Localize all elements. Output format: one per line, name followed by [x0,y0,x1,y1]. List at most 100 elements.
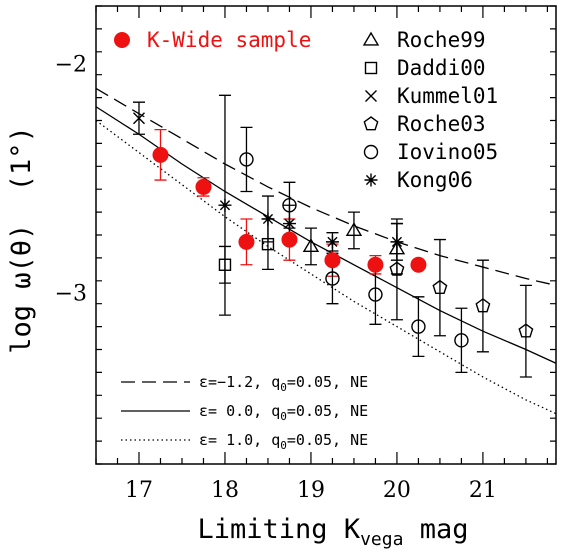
data-point-roche99-1-shape [345,222,363,237]
model-legend: ε=−1.2, q0=0.05, NEε= 0.0, q0=0.05, NEε=… [121,373,368,452]
model-q-sub: 0 [280,381,287,394]
data-point-iovino05-1 [282,198,297,213]
data-point-k-wide-sample-1-shape [195,178,212,195]
data-point-roche03-3 [518,323,534,338]
model-legend-dashed: ε=−1.2, q0=0.05, NE [121,373,368,394]
legend-marker-k-wide [114,32,130,48]
axis-tick-labels: 17 18 19 20 21 −2 −3 [55,52,497,503]
legend-marker-daddi00 [364,61,378,75]
plot-frame [95,5,557,465]
marker-legend: K-Wide sample Roche99 Daddi00 Kummel01 Roche… [114,28,498,192]
model-legend-label-dashed: ε=−1.2, q0=0.05, NE [199,373,368,394]
data-point-kong06-1-shape [261,212,275,226]
data-point-kong06-4-shape [390,235,404,249]
data-point-roche03-1-shape [432,279,448,295]
data-point-kong06-1 [261,212,275,226]
legend-marker-roche03-shape [363,116,379,131]
legend-entry-iovino05: Iovino05 [363,140,498,164]
x-axis-label: Limiting Kvega mag [198,514,469,550]
data-point-k-wide-sample-0 [152,146,169,163]
data-point-k-wide-sample-0-shape [152,146,169,163]
error-bar-line [240,126,253,193]
data-point-k-wide-sample-2 [238,233,255,250]
data-point-k-wide-sample-5-shape [367,256,384,273]
data-point-kong06-0-shape [218,198,232,212]
legend-entry-daddi00: Daddi00 [364,56,486,80]
data-point-iovino05-4 [411,319,426,334]
data-point-k-wide-sample-4 [324,252,341,269]
model-q: q [271,373,280,391]
legend-marker-kummel01 [365,90,377,102]
x-axis-label-sub: vega [360,529,403,550]
x-tick-label: 17 [125,478,153,503]
model-curve-dashed [95,87,557,287]
data-point-roche03-2-shape [475,298,491,313]
data-point-kong06-0 [218,198,232,212]
x-tick-label: 18 [211,478,239,503]
data-point-iovino05-2-shape [325,271,340,286]
data-point-iovino05-0 [239,152,254,167]
error-bar-line [347,211,360,250]
model-q-sub: 0 [280,410,287,423]
x-tick-label: 19 [297,478,325,503]
data-point-kong06-3 [325,235,339,249]
data-point-iovino05-3-shape [368,287,383,302]
data-point-roche99-0-shape [302,238,320,253]
data-point-k-wide-sample-1 [195,178,212,195]
data-point-kong06-4 [390,235,404,249]
x-tick-label: 21 [469,478,497,503]
data-point-roche03-3-shape [518,323,534,338]
error-bar-roche99-1 [347,211,360,250]
error-bar-roche03-3 [519,284,532,378]
legend-marker-roche99-shape [362,31,380,46]
legend-marker-roche99 [362,31,380,46]
legend-label-daddi00: Daddi00 [397,56,486,80]
legend-label-k-wide: K-Wide sample [147,28,311,52]
model-q-val: =0.05, NE [287,431,368,449]
data-point-iovino05-2 [325,271,340,286]
error-bar-line [519,284,532,378]
data-point-iovino05-1-shape [282,198,297,213]
data-point-roche03-1 [432,279,448,295]
model-q: q [271,431,280,449]
legend-marker-k-wide-shape [114,32,130,48]
model-legend-solid: ε= 0.0, q0=0.05, NE [121,402,368,423]
data-point-roche99-2-shape [388,240,406,255]
axis-ticks [95,5,556,465]
data-point-k-wide-sample-2-shape [238,233,255,250]
data-point-kummel01-0-shape [132,112,145,125]
legend-label-iovino05: Iovino05 [397,140,498,164]
model-eps: ε=−1.2, [199,373,271,391]
legend-label-roche99: Roche99 [397,28,486,52]
model-curves [95,87,557,415]
error-bar-roche99-0 [304,227,317,266]
data-point-daddi00-0-shape [218,258,232,271]
data-point-roche03-0 [389,261,405,276]
data-point-k-wide-sample-5 [367,256,384,273]
data-point-k-wide-sample-3-shape [281,231,298,248]
model-legend-dotted: ε= 1.0, q0=0.05, NE [121,431,368,452]
y-tick-label: −2 [55,52,87,77]
data-point-daddi00-1-shape [261,237,275,251]
error-bar-roche03-1 [433,238,446,337]
y-tick-label: −3 [55,281,87,306]
data-point-k-wide-sample-6-shape [410,256,427,273]
legend-marker-daddi00-shape [364,61,378,75]
data-point-iovino05-5-shape [454,333,469,348]
legend-marker-kummel01-shape [365,90,377,102]
data-point-iovino05-4-shape [411,319,426,334]
data-point-k-wide-sample-4-shape [324,252,341,269]
data-point-roche03-2 [475,298,491,313]
error-bar-line [455,307,468,374]
data-point-kong06-2-shape [282,217,296,231]
data-point-daddi00-0 [218,258,232,271]
legend-label-roche03: Roche03 [397,112,486,136]
x-axis-label-main: Limiting K [198,514,361,545]
error-bar-iovino05-5 [455,307,468,374]
data-point-roche99-0 [302,238,320,253]
data-point-k-wide-sample-6 [410,256,427,273]
data-point-kong06-2 [282,217,296,231]
error-bar-line [476,259,489,353]
data-point-k-wide-sample-3 [281,231,298,248]
